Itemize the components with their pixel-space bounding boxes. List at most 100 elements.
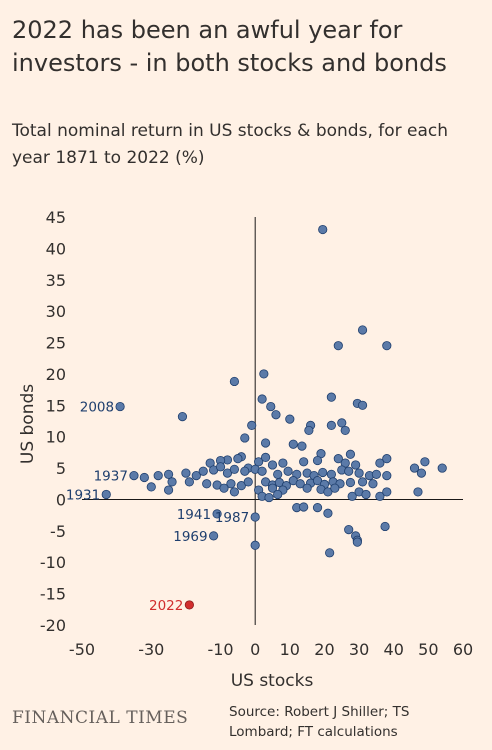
data-point	[337, 418, 347, 428]
data-point	[278, 458, 288, 468]
data-point	[312, 455, 323, 466]
data-point	[420, 457, 430, 467]
x-tick-label: -30	[138, 640, 164, 659]
x-tick-labels: -50 -30 -10 0 10 20 30 40 50 60	[69, 640, 473, 659]
point-label-1987: 1987	[215, 510, 249, 526]
y-tick-label: 0	[56, 490, 66, 509]
y-tick-label: 15	[46, 396, 66, 415]
point-label-1941: 1941	[177, 507, 211, 523]
data-point	[380, 521, 390, 532]
data-point	[167, 477, 177, 487]
y-tick-label: 5	[56, 459, 66, 478]
y-tick-label: 40	[46, 239, 66, 258]
data-point	[229, 376, 239, 387]
data-point	[323, 487, 333, 497]
data-point	[198, 466, 208, 476]
data-point	[437, 463, 447, 473]
data-point	[323, 508, 333, 518]
point-label-1969: 1969	[173, 529, 207, 545]
data-point	[240, 433, 250, 443]
x-tick-label: 10	[280, 640, 300, 659]
data-point	[264, 492, 274, 503]
x-tick-label: 20	[314, 640, 334, 659]
data-point	[250, 540, 260, 550]
y-tick-label: -5	[50, 522, 66, 541]
data-point	[233, 454, 243, 464]
data-point	[250, 512, 260, 522]
data-point	[357, 400, 368, 410]
data-point	[318, 224, 328, 235]
point-label-2022: 2022	[149, 598, 183, 614]
x-tick-label: 60	[453, 640, 473, 659]
data-point	[330, 483, 340, 493]
y-tick-label: -15	[40, 585, 66, 604]
data-point	[344, 524, 354, 535]
y-axis-label: US bonds	[18, 384, 38, 464]
y-tick-label: 25	[46, 334, 66, 353]
data-point	[361, 489, 371, 500]
point-label-1931: 1931	[66, 487, 100, 503]
data-point	[273, 489, 283, 500]
data-point	[219, 483, 229, 493]
y-tick-label: 35	[46, 271, 66, 290]
data-point	[146, 482, 156, 492]
data-point	[283, 466, 293, 476]
point-label-1937: 1937	[94, 469, 128, 485]
data-point	[344, 466, 354, 476]
data-point	[267, 460, 278, 470]
data-point	[226, 479, 236, 489]
data-point	[375, 458, 385, 468]
data-point	[240, 466, 250, 476]
data-point	[413, 487, 423, 497]
data-point	[345, 477, 356, 488]
data-point	[229, 464, 239, 474]
data-point	[357, 477, 368, 487]
data-point	[357, 325, 368, 335]
data-point	[209, 531, 219, 541]
y-tick-labels: -20 -15 -10 -5 0 5 10 15 20 25 30 35 40 45	[40, 208, 66, 635]
data-point	[139, 472, 149, 483]
data-point	[354, 468, 364, 478]
data-point	[368, 479, 378, 489]
data-point	[257, 466, 267, 476]
data-point	[129, 471, 139, 481]
data-point	[115, 401, 125, 412]
y-tick-label: 10	[46, 428, 66, 447]
data-point	[260, 452, 271, 463]
data-point	[191, 471, 201, 481]
data-point	[345, 449, 356, 459]
data-point	[184, 477, 194, 487]
data-points	[101, 224, 447, 610]
data-point	[312, 476, 323, 486]
data-point	[259, 369, 269, 379]
data-point	[333, 454, 343, 464]
x-tick-label: -50	[69, 640, 95, 659]
axes	[82, 217, 463, 625]
data-point	[295, 479, 305, 489]
data-point	[177, 412, 188, 422]
data-point	[416, 468, 427, 478]
data-point-highlight	[184, 600, 194, 610]
data-point	[222, 468, 233, 478]
data-point	[163, 485, 174, 495]
data-point	[181, 468, 191, 478]
data-point	[304, 425, 314, 436]
data-point	[236, 481, 246, 491]
data-point	[297, 441, 307, 451]
data-point	[101, 489, 111, 500]
y-tick-label: 30	[46, 302, 66, 321]
data-point	[288, 439, 298, 449]
data-point	[382, 454, 392, 464]
data-point	[409, 463, 420, 473]
data-point	[371, 469, 382, 479]
data-point	[267, 483, 278, 493]
chart-title: 2022 has been an awful year for investor…	[12, 16, 447, 77]
data-point	[247, 420, 257, 430]
chart-subtitle: Total nominal return in US stocks & bond…	[12, 121, 449, 168]
data-point	[326, 420, 336, 430]
data-point	[257, 394, 267, 404]
data-point	[271, 410, 281, 420]
data-point	[326, 469, 336, 479]
data-point	[351, 460, 361, 470]
